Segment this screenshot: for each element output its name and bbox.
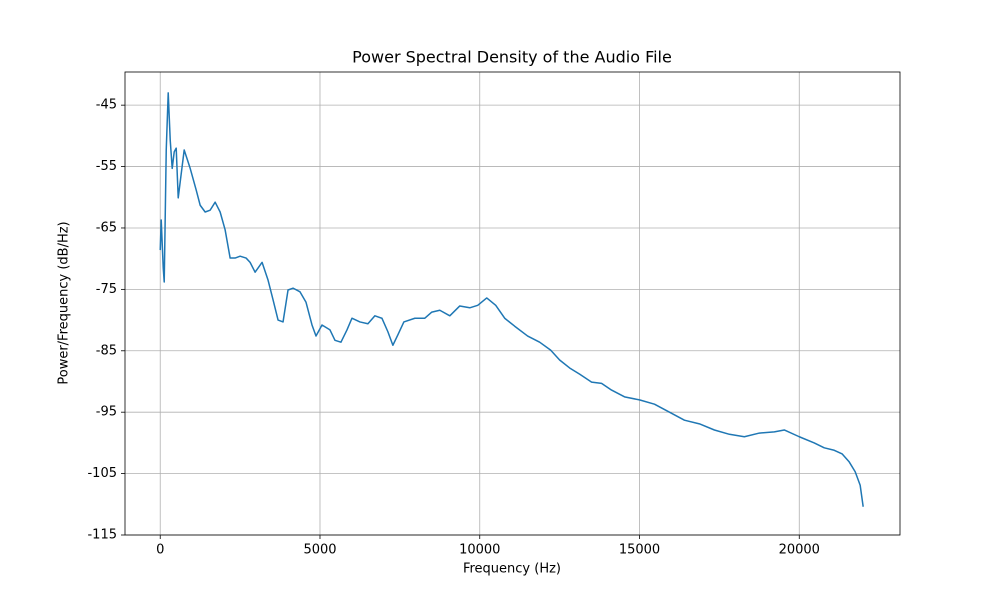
x-tick-label: 10000 [459, 543, 500, 558]
x-tick-label: 20000 [779, 543, 820, 558]
x-axis-label: Frequency (Hz) [463, 562, 561, 577]
x-tick-label: 5000 [303, 543, 336, 558]
chart-title: Power Spectral Density of the Audio File [352, 48, 672, 67]
data-line [159, 92, 864, 507]
x-tick-label: 15000 [619, 543, 660, 558]
y-tick-label: -55 [96, 159, 117, 174]
y-tick-label: -95 [96, 405, 117, 420]
y-tick-label: -105 [87, 466, 117, 481]
y-axis-label: Power/Frequency (dB/Hz) [57, 221, 72, 384]
plot-frame [124, 71, 901, 536]
y-tick-label: -65 [96, 220, 117, 235]
x-tick-label: 0 [156, 543, 164, 558]
y-tick-label: -75 [96, 282, 117, 297]
y-tick-label: -85 [96, 343, 117, 358]
y-tick-label: -45 [96, 98, 117, 113]
y-tick-label: -115 [87, 528, 117, 543]
